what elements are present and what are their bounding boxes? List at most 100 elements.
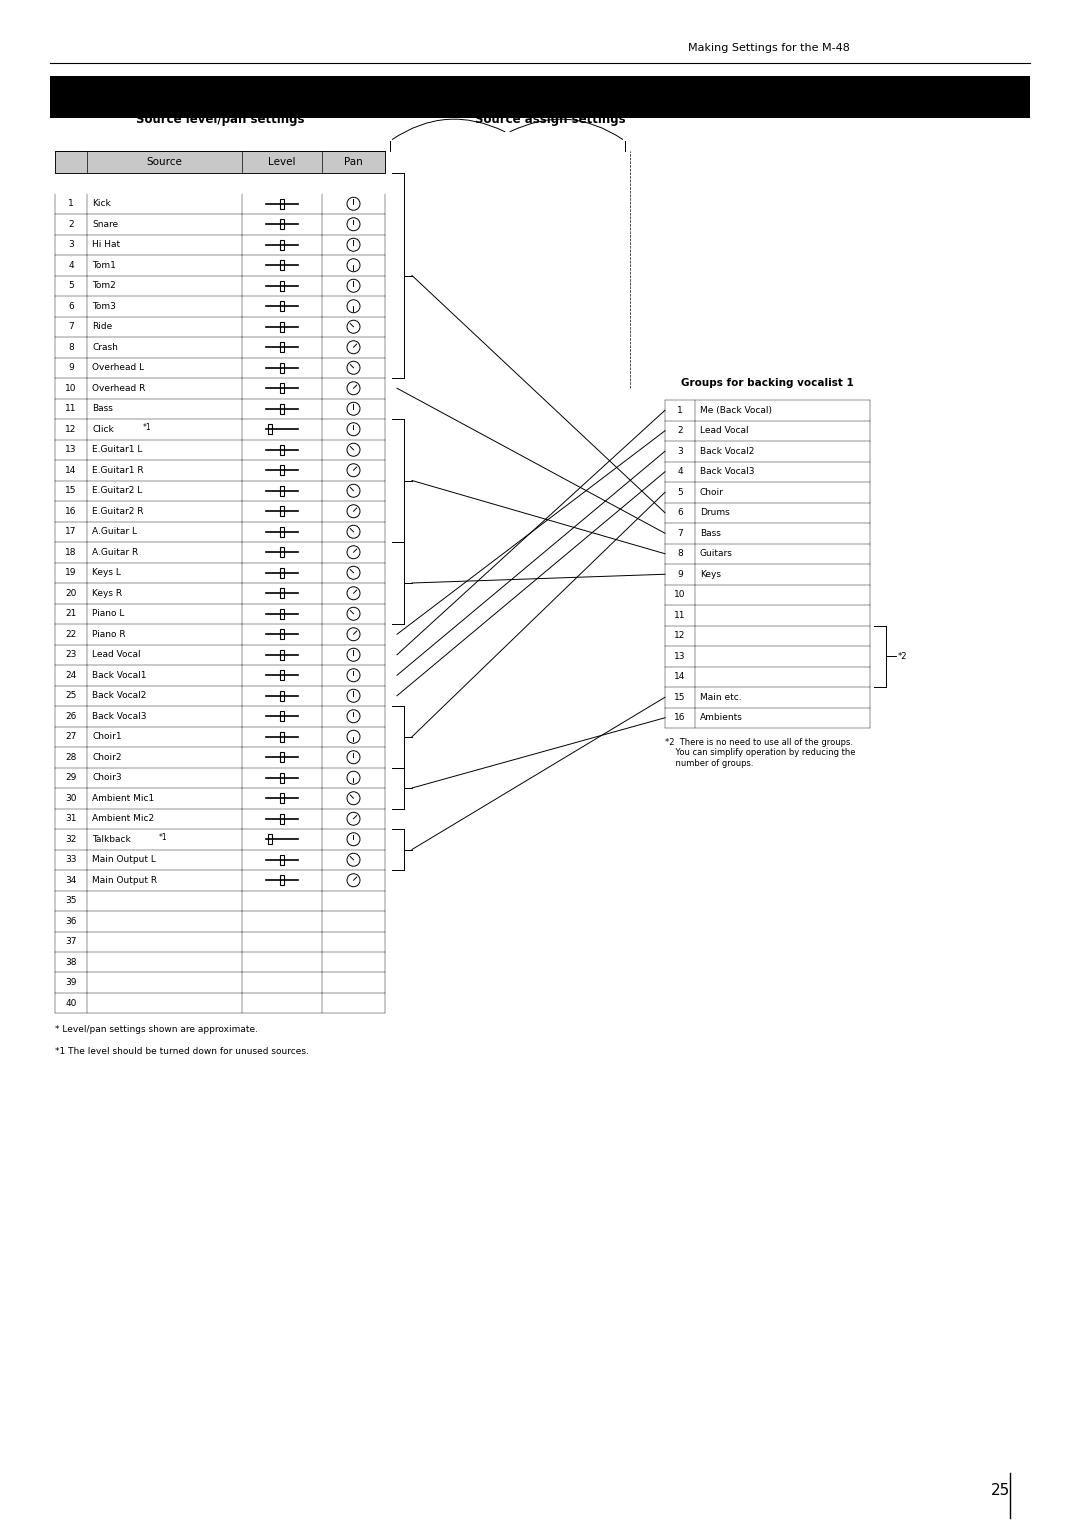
Text: 1: 1 [68, 199, 73, 208]
FancyBboxPatch shape [280, 486, 284, 495]
FancyBboxPatch shape [280, 854, 284, 865]
Text: Source level/pan settings: Source level/pan settings [136, 113, 305, 125]
FancyBboxPatch shape [280, 506, 284, 516]
Text: 26: 26 [65, 712, 77, 721]
Text: 4: 4 [68, 261, 73, 270]
Text: Ambients: Ambients [700, 714, 743, 723]
Text: 11: 11 [674, 611, 686, 620]
Text: 8: 8 [677, 549, 683, 558]
Text: Crash: Crash [92, 342, 118, 351]
Text: Back Vocal3: Back Vocal3 [700, 468, 755, 477]
Text: 11: 11 [65, 405, 77, 413]
Text: 37: 37 [65, 937, 77, 946]
Text: Lead Vocal: Lead Vocal [92, 651, 140, 659]
FancyBboxPatch shape [280, 547, 284, 558]
Text: 7: 7 [68, 322, 73, 332]
Text: Overhead L: Overhead L [92, 364, 144, 373]
Text: 25: 25 [65, 691, 77, 700]
Text: Drums: Drums [700, 509, 730, 518]
Text: Choir1: Choir1 [92, 732, 122, 741]
Text: Back Vocal2: Back Vocal2 [700, 446, 754, 455]
FancyBboxPatch shape [268, 834, 272, 845]
Text: A.Guitar L: A.Guitar L [92, 527, 137, 536]
Text: 3: 3 [68, 240, 73, 249]
FancyBboxPatch shape [280, 711, 284, 721]
Text: Tom2: Tom2 [92, 281, 116, 290]
Text: 13: 13 [65, 445, 77, 454]
Text: 30: 30 [65, 793, 77, 802]
Text: Groups for backing vocalist 1: Groups for backing vocalist 1 [681, 377, 854, 388]
Text: Piano L: Piano L [92, 610, 124, 619]
Text: 34: 34 [65, 876, 77, 885]
Text: Source assign settings: Source assign settings [475, 113, 625, 125]
Text: Back Vocal3: Back Vocal3 [92, 712, 147, 721]
Text: 31: 31 [65, 814, 77, 824]
FancyBboxPatch shape [50, 76, 1030, 118]
Text: Main Output L: Main Output L [92, 856, 156, 865]
Text: Me (Back Vocal): Me (Back Vocal) [700, 406, 772, 414]
Text: Level: Level [268, 157, 296, 167]
Text: *2: *2 [897, 652, 907, 660]
Text: E.Guitar1 L: E.Guitar1 L [92, 445, 143, 454]
Text: Talkback: Talkback [92, 834, 131, 843]
Text: 36: 36 [65, 917, 77, 926]
Text: 9: 9 [677, 570, 683, 579]
Text: 24: 24 [66, 671, 77, 680]
Text: Back Vocal2: Back Vocal2 [92, 691, 147, 700]
Text: Tom1: Tom1 [92, 261, 116, 270]
Text: Keys: Keys [700, 570, 721, 579]
Text: 19: 19 [65, 568, 77, 578]
FancyBboxPatch shape [280, 793, 284, 804]
Text: 16: 16 [65, 507, 77, 516]
FancyBboxPatch shape [280, 876, 284, 885]
Text: 5: 5 [68, 281, 73, 290]
Text: Lead Vocal: Lead Vocal [700, 426, 748, 435]
Text: 10: 10 [674, 590, 686, 599]
Text: Main Output R: Main Output R [92, 876, 157, 885]
Text: 9: 9 [68, 364, 73, 373]
FancyBboxPatch shape [280, 342, 284, 353]
FancyBboxPatch shape [280, 403, 284, 414]
Text: 14: 14 [65, 466, 77, 475]
FancyBboxPatch shape [280, 322, 284, 332]
FancyBboxPatch shape [280, 384, 284, 393]
FancyBboxPatch shape [280, 671, 284, 680]
Text: 15: 15 [65, 486, 77, 495]
Text: Kick: Kick [92, 199, 111, 208]
Text: Main etc.: Main etc. [700, 692, 742, 701]
Text: Bass: Bass [700, 529, 720, 538]
Text: 14: 14 [674, 672, 686, 681]
FancyBboxPatch shape [280, 219, 284, 229]
Text: Snare: Snare [92, 220, 118, 229]
Text: Bass: Bass [92, 405, 113, 413]
Text: E.Guitar1 R: E.Guitar1 R [92, 466, 144, 475]
Text: 12: 12 [65, 425, 77, 434]
Text: 4: 4 [677, 468, 683, 477]
Text: 22: 22 [66, 630, 77, 639]
FancyBboxPatch shape [280, 773, 284, 782]
Text: 33: 33 [65, 856, 77, 865]
Text: 17: 17 [65, 527, 77, 536]
Text: 6: 6 [68, 301, 73, 310]
Text: 13: 13 [674, 652, 686, 660]
Text: Overhead R: Overhead R [92, 384, 146, 393]
Text: * Level/pan settings shown are approximate.: * Level/pan settings shown are approxima… [55, 1025, 258, 1034]
Text: 25: 25 [990, 1484, 1010, 1497]
FancyBboxPatch shape [280, 362, 284, 373]
Text: 38: 38 [65, 958, 77, 967]
FancyBboxPatch shape [280, 445, 284, 455]
FancyBboxPatch shape [280, 691, 284, 701]
Text: Guitars: Guitars [700, 549, 733, 558]
FancyBboxPatch shape [280, 240, 284, 249]
FancyBboxPatch shape [280, 752, 284, 762]
Text: Click: Click [92, 425, 113, 434]
Text: 39: 39 [65, 978, 77, 987]
FancyBboxPatch shape [280, 568, 284, 578]
Text: 32: 32 [65, 834, 77, 843]
Text: 28: 28 [65, 753, 77, 762]
Text: Choir: Choir [700, 487, 724, 497]
Text: A.Guitar R: A.Guitar R [92, 547, 138, 556]
Text: 5: 5 [677, 487, 683, 497]
Text: Hi Hat: Hi Hat [92, 240, 120, 249]
Text: 6: 6 [677, 509, 683, 518]
